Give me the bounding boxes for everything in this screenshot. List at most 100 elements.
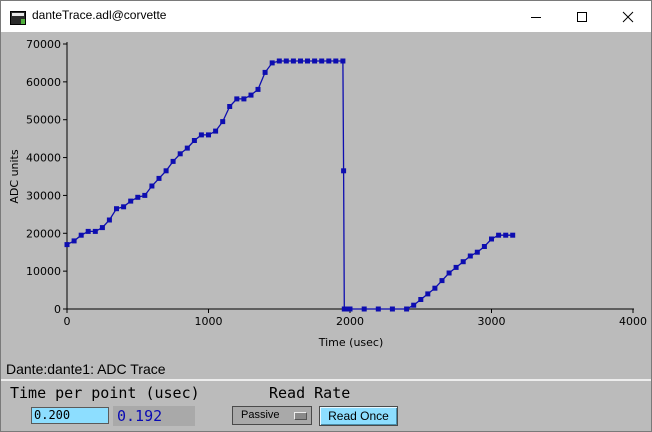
y-tick-label: 0 xyxy=(54,303,61,316)
trace-point xyxy=(481,244,487,249)
trace-point xyxy=(234,96,240,102)
trace-point xyxy=(220,119,226,125)
read-rate-selected-value: Passive xyxy=(241,409,280,421)
trace-point xyxy=(99,225,105,231)
trace-point xyxy=(184,145,190,151)
trace-point xyxy=(347,306,353,312)
trace-point xyxy=(467,253,473,259)
trace-point xyxy=(425,291,431,297)
trace-point xyxy=(163,168,169,174)
trace-point xyxy=(227,104,233,109)
y-tick-label: 40000 xyxy=(26,152,61,165)
trace-point xyxy=(269,60,275,66)
time-per-point-readback: 0.192 xyxy=(113,406,195,426)
trace-point xyxy=(319,58,325,64)
x-axis-label: Time (usec) xyxy=(318,336,384,349)
close-button[interactable] xyxy=(605,1,651,32)
trace-point xyxy=(298,58,303,64)
trace-point xyxy=(64,242,70,248)
read-rate-select[interactable]: Passive xyxy=(232,406,312,425)
trace-point xyxy=(474,249,480,255)
adc-trace-chart: 0 10000 20000 30000 40000 50000 60000 70000 0 100… xyxy=(8,38,647,349)
trace-point xyxy=(340,58,346,64)
trace-point xyxy=(344,306,350,312)
plot-panel: 0 10000 20000 30000 40000 50000 60000 70000 0 100… xyxy=(1,32,651,379)
trace-point xyxy=(375,306,381,312)
trace-line xyxy=(66,60,513,310)
maximize-icon xyxy=(577,11,587,22)
trace-point xyxy=(432,285,438,291)
title-bar[interactable]: danteTrace.adl@corvette xyxy=(1,1,651,32)
y-tick-label: 60000 xyxy=(26,76,61,89)
x-tick-label: 4000 xyxy=(619,315,647,328)
read-rate-label: Read Rate xyxy=(269,384,351,402)
trace-point xyxy=(114,206,119,212)
maximize-button[interactable] xyxy=(559,1,605,32)
trace-point xyxy=(191,138,197,143)
trace-point xyxy=(283,58,289,64)
trace-point xyxy=(404,306,410,312)
trace-point xyxy=(142,192,148,198)
y-tick-label: 70000 xyxy=(26,38,61,51)
minimize-icon xyxy=(531,16,541,18)
y-tick-label: 10000 xyxy=(26,265,61,278)
trace-point xyxy=(135,194,141,200)
trace-point xyxy=(389,306,395,312)
panel-title: Dante:dante1: ADC Trace xyxy=(6,361,166,377)
trace-point xyxy=(198,132,204,138)
trace-point xyxy=(92,228,98,234)
y-tick-label: 30000 xyxy=(26,189,61,202)
controls-panel: Time per point (usec) Read Rate 0.200 0.… xyxy=(1,379,651,431)
trace-point xyxy=(276,58,282,64)
y-tick-label: 50000 xyxy=(26,114,61,127)
trace-point xyxy=(121,204,127,210)
trace-point xyxy=(241,96,247,102)
trace-point xyxy=(149,183,155,189)
trace-point xyxy=(361,306,367,312)
time-per-point-input[interactable]: 0.200 xyxy=(31,407,109,424)
trace-point xyxy=(496,232,502,238)
close-icon xyxy=(622,11,634,22)
trace-point xyxy=(290,58,296,64)
time-per-point-label: Time per point (usec) xyxy=(10,384,200,402)
trace-point xyxy=(255,86,261,92)
dropdown-indicator-icon xyxy=(294,412,307,420)
window-title: danteTrace.adl@corvette xyxy=(32,8,167,22)
trace-point xyxy=(206,132,211,138)
trace-point xyxy=(312,58,318,64)
app-icon xyxy=(10,10,26,25)
trace-point xyxy=(460,259,466,265)
trace-point xyxy=(156,175,162,181)
trace-point xyxy=(248,92,254,98)
minimize-button[interactable] xyxy=(513,1,559,32)
y-axis-label: ADC units xyxy=(8,149,21,203)
trace-point xyxy=(326,58,332,64)
trace-point xyxy=(85,228,91,234)
trace-point xyxy=(418,297,424,302)
trace-point xyxy=(170,158,176,164)
trace-point xyxy=(213,128,219,134)
trace-point xyxy=(446,270,452,276)
trace-point xyxy=(341,168,347,174)
trace-point xyxy=(503,232,509,238)
x-tick-label: 1000 xyxy=(195,315,223,328)
x-tick-label: 2000 xyxy=(336,315,364,328)
x-tick-label: 0 xyxy=(64,315,71,328)
x-tick-label: 3000 xyxy=(478,315,506,328)
trace-point xyxy=(106,217,112,223)
trace-point xyxy=(453,264,459,270)
trace-point xyxy=(510,232,516,238)
read-once-button[interactable]: Read Once xyxy=(319,406,398,426)
trace-point xyxy=(439,278,445,284)
trace-point xyxy=(177,151,183,157)
trace-point xyxy=(489,236,494,242)
trace-point xyxy=(78,232,84,238)
trace-point xyxy=(411,302,417,308)
trace-point xyxy=(128,198,134,204)
trace-point xyxy=(71,238,77,244)
trace-point xyxy=(305,58,310,64)
trace-point xyxy=(341,306,347,312)
y-tick-label: 20000 xyxy=(26,227,61,240)
trace-point xyxy=(333,58,339,64)
